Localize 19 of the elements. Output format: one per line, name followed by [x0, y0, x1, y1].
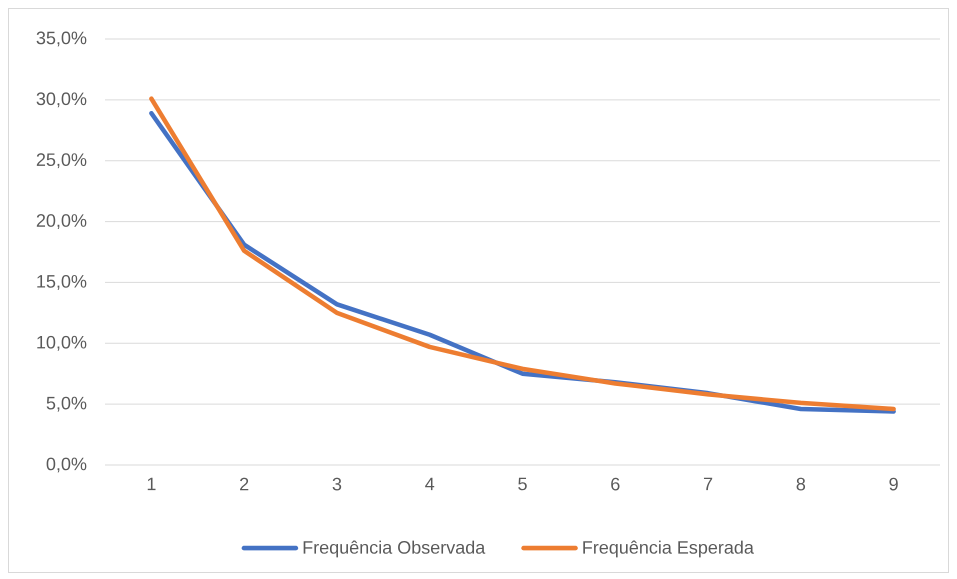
y-tick-label: 25,0% — [36, 153, 86, 168]
y-tick-label: 10,0% — [37, 336, 86, 351]
y-tick-label: 0,0% — [46, 458, 86, 472]
x-tick-label: 5 — [518, 478, 527, 490]
y-tick-label: 20,0% — [36, 214, 86, 230]
x-tick-label: 2 — [240, 478, 248, 490]
x-tick-label: 1 — [148, 478, 156, 490]
y-tick-label: 5,0% — [46, 396, 86, 412]
y-tick-label: 15,0% — [37, 274, 86, 290]
x-tick-label: 6 — [611, 478, 620, 490]
x-tick-label: 3 — [332, 478, 342, 490]
legend-label: Frequência Observada — [304, 540, 486, 558]
x-tick-label: 4 — [425, 478, 434, 490]
y-tick-label: 30,0% — [36, 92, 86, 108]
legend-label: Frequência Esperada — [583, 540, 754, 558]
x-tick-label: 8 — [796, 478, 806, 490]
y-tick-label: 35,0% — [36, 32, 86, 46]
x-tick-label: 7 — [704, 478, 712, 490]
x-tick-label: 9 — [889, 478, 898, 490]
